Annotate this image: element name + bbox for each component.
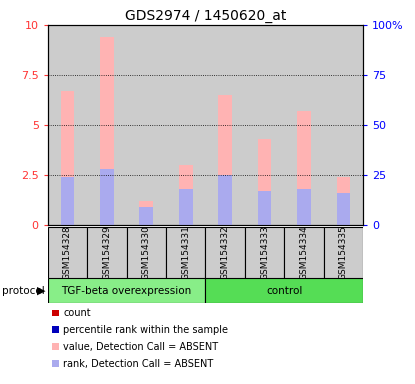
Text: GSM154332: GSM154332 (221, 225, 229, 280)
Bar (337, 177, 350, 225)
Bar (61, 177, 74, 225)
Text: GSM154329: GSM154329 (103, 225, 111, 280)
Text: protocol: protocol (2, 286, 45, 296)
Text: TGF-beta overexpression: TGF-beta overexpression (61, 286, 192, 296)
Bar (100, 169, 114, 225)
Bar (179, 165, 193, 225)
Bar (324, 227, 363, 278)
Bar (139, 201, 153, 225)
Bar (48, 25, 87, 225)
Bar (166, 25, 205, 225)
Bar (100, 37, 114, 225)
Bar (61, 91, 74, 225)
Bar (258, 191, 271, 225)
Bar (324, 25, 363, 225)
Bar (284, 25, 324, 225)
Bar (245, 227, 284, 278)
Bar (179, 189, 193, 225)
Bar (205, 227, 245, 278)
Bar (297, 189, 311, 225)
Text: GSM154331: GSM154331 (181, 225, 190, 280)
Text: GSM154333: GSM154333 (260, 225, 269, 280)
Bar (48, 278, 205, 303)
Bar (48, 227, 87, 278)
Text: count: count (63, 308, 91, 318)
Text: GSM154335: GSM154335 (339, 225, 348, 280)
Title: GDS2974 / 1450620_at: GDS2974 / 1450620_at (125, 8, 286, 23)
Bar (166, 227, 205, 278)
Bar (284, 227, 324, 278)
Bar (205, 278, 363, 303)
Text: GSM154328: GSM154328 (63, 225, 72, 280)
Text: GSM154334: GSM154334 (300, 225, 308, 280)
Bar (218, 175, 232, 225)
Bar (139, 207, 153, 225)
Bar (87, 25, 127, 225)
Bar (337, 193, 350, 225)
Bar (245, 25, 284, 225)
Bar (258, 139, 271, 225)
Text: value, Detection Call = ABSENT: value, Detection Call = ABSENT (63, 342, 219, 352)
Bar (87, 227, 127, 278)
Bar (127, 25, 166, 225)
Bar (205, 25, 245, 225)
Text: GSM154330: GSM154330 (142, 225, 151, 280)
Text: percentile rank within the sample: percentile rank within the sample (63, 325, 229, 335)
Text: rank, Detection Call = ABSENT: rank, Detection Call = ABSENT (63, 359, 214, 369)
Bar (218, 95, 232, 225)
Text: ▶: ▶ (37, 286, 46, 296)
Text: control: control (266, 286, 303, 296)
Bar (127, 227, 166, 278)
Bar (297, 111, 311, 225)
